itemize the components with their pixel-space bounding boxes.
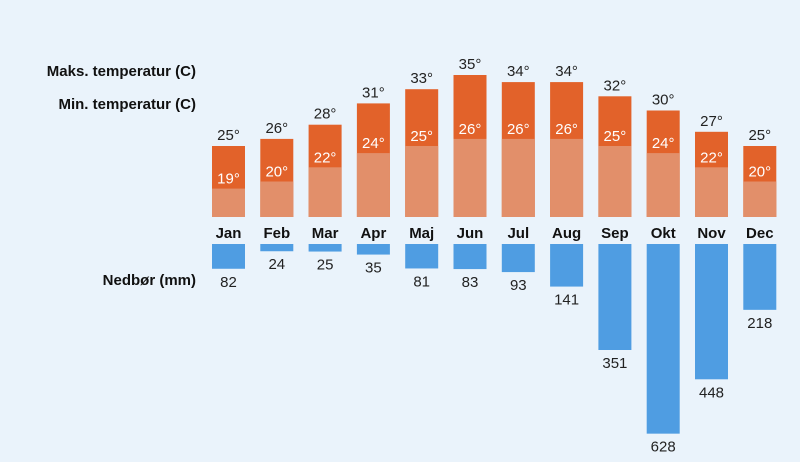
max-temp-label-aug: 34°	[555, 63, 578, 80]
min-temp-bar-okt	[646, 153, 680, 217]
min-temp-bar-feb	[260, 181, 294, 217]
rain-bar-dec	[743, 244, 777, 310]
min-temp-bar-aug	[550, 138, 584, 217]
min-temp-label-dec: 20°	[748, 164, 771, 181]
month-label-sep: Sep	[601, 225, 629, 242]
rain-bar-feb	[260, 244, 294, 252]
min-temp-label-jul: 26°	[507, 121, 530, 138]
min-temp-label-aug: 26°	[555, 121, 578, 138]
month-label-dec: Dec	[746, 225, 774, 242]
min-temp-label-sep: 25°	[604, 128, 627, 145]
month-label-jan: Jan	[216, 225, 242, 242]
rain-label-apr: 35	[365, 260, 382, 277]
min-temp-bar-jun	[453, 138, 487, 217]
min-temp-bar-maj	[405, 146, 439, 217]
rain-label-jul: 93	[510, 277, 527, 294]
min-temp-bar-jul	[501, 138, 535, 217]
rain-bar-sep	[598, 244, 632, 351]
max-temp-label-okt: 30°	[652, 92, 675, 109]
max-temp-label-jun: 35°	[459, 56, 482, 73]
min-temp-bar-dec	[743, 181, 777, 217]
rain-bar-jul	[501, 244, 535, 273]
max-temp-label-dec: 25°	[748, 127, 771, 144]
rain-label-jun: 83	[462, 274, 479, 291]
rain-bar-maj	[405, 244, 439, 269]
min-temp-bar-jan	[212, 188, 245, 217]
month-label-feb: Feb	[263, 225, 290, 242]
max-temp-label-jul: 34°	[507, 63, 530, 80]
min-temp-label-okt: 24°	[652, 135, 675, 152]
month-label-apr: Apr	[360, 225, 386, 242]
chart-marks: 25° 19° Jan 82 26° 20° Feb 24 28° 22° Mar 25 31° 24° A…	[212, 56, 777, 456]
rain-bar-mar	[308, 244, 342, 252]
rain-label-feb: 24	[268, 256, 285, 273]
min-temp-label-jun: 26°	[459, 121, 482, 138]
month-label-mar: Mar	[312, 225, 339, 242]
max-temp-label-jan: 25°	[217, 127, 240, 144]
rain-bar-jan	[212, 244, 245, 269]
rain-label-okt: 628	[651, 439, 676, 456]
min-temp-bar-sep	[598, 146, 632, 217]
rain-row-label: Nedbør (mm)	[103, 272, 196, 289]
max-temp-label-sep: 32°	[604, 77, 627, 94]
max-temp-label-apr: 31°	[362, 84, 385, 101]
min-temp-label-apr: 24°	[362, 135, 385, 152]
rain-bar-apr	[356, 244, 390, 255]
max-temp-label-nov: 27°	[700, 113, 723, 130]
month-label-aug: Aug	[552, 225, 581, 242]
rain-label-sep: 351	[602, 355, 627, 372]
min-temp-label-jan: 19°	[217, 171, 240, 188]
rain-bar-jun	[453, 244, 487, 270]
min-temp-row-label: Min. temperatur (C)	[58, 96, 196, 113]
rain-bar-aug	[550, 244, 584, 287]
month-label-jun: Jun	[457, 225, 484, 242]
rain-label-nov: 448	[699, 384, 724, 401]
rain-label-mar: 25	[317, 257, 334, 274]
min-temp-label-feb: 20°	[265, 164, 288, 181]
max-temp-label-mar: 28°	[314, 106, 337, 123]
rain-bar-okt	[646, 244, 680, 434]
min-temp-label-mar: 22°	[314, 149, 337, 166]
month-label-maj: Maj	[409, 225, 434, 242]
min-temp-label-nov: 22°	[700, 149, 723, 166]
rain-label-aug: 141	[554, 292, 579, 309]
rain-label-jan: 82	[220, 274, 237, 291]
min-temp-label-maj: 25°	[410, 128, 433, 145]
rain-label-dec: 218	[747, 315, 772, 332]
month-label-okt: Okt	[651, 225, 676, 242]
min-temp-bar-nov	[695, 167, 728, 217]
max-temp-row-label: Maks. temperatur (C)	[47, 63, 196, 80]
month-label-nov: Nov	[697, 225, 726, 242]
rain-label-maj: 81	[413, 273, 430, 290]
rain-bar-nov	[695, 244, 728, 380]
max-temp-label-feb: 26°	[265, 120, 288, 137]
month-label-jul: Jul	[507, 225, 529, 242]
max-temp-label-maj: 33°	[410, 70, 433, 87]
min-temp-bar-mar	[308, 167, 342, 217]
min-temp-bar-apr	[356, 153, 390, 217]
